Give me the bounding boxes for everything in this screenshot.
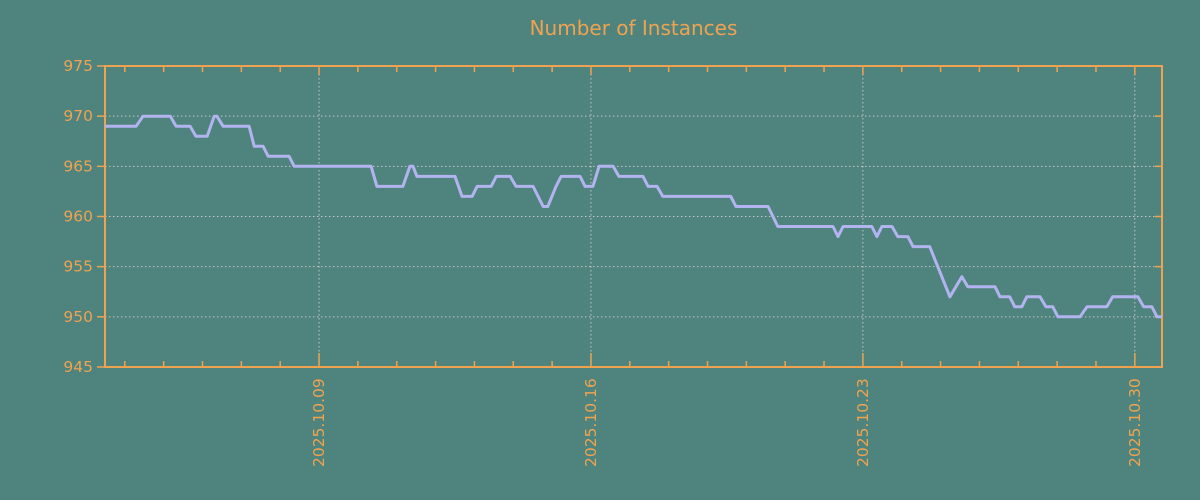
x-tick-label: 2025.10.09 <box>310 378 328 467</box>
x-tick-label: 2025.10.16 <box>582 378 600 467</box>
y-tick-label: 965 <box>63 157 93 175</box>
x-tick-label: 2025.10.30 <box>1126 378 1144 467</box>
y-tick-label: 970 <box>63 107 93 125</box>
y-tick-label: 955 <box>63 258 93 276</box>
y-tick-label: 960 <box>63 208 93 226</box>
y-tick-label: 945 <box>63 358 93 376</box>
series-line <box>105 114 1162 319</box>
y-tick-label: 950 <box>63 308 93 326</box>
x-tick-label: 2025.10.23 <box>854 378 872 467</box>
plot-frame <box>104 65 1163 368</box>
chart-title: Number of Instances <box>529 16 738 40</box>
y-tick-label: 975 <box>63 57 93 75</box>
